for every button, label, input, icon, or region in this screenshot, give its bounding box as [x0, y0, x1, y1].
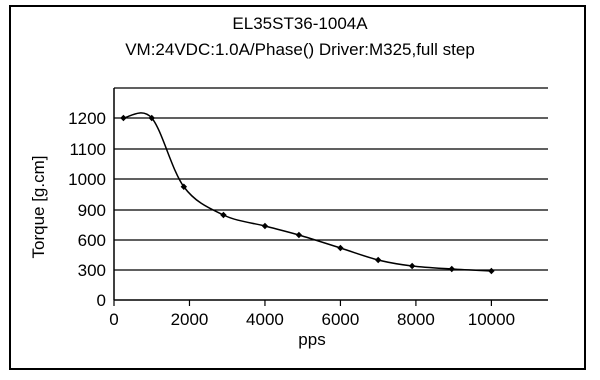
data-point — [180, 183, 188, 190]
x-tick-label: 0 — [109, 310, 118, 329]
chart-frame — [9, 5, 586, 370]
data-point — [148, 114, 155, 122]
axis-layer — [113, 88, 548, 306]
chart-title: EL35ST36-1004A — [232, 14, 368, 33]
y-tick-label: 600 — [78, 231, 106, 250]
data-point — [220, 211, 227, 219]
series-layer — [120, 112, 495, 275]
x-tick-label: 8000 — [397, 310, 435, 329]
y-tick-label: 0 — [97, 291, 106, 310]
tick-labels: 0 300 600 900 1000 1100 1200 0 2000 4000 6000 8000 1… — [68, 109, 515, 329]
chart-subtitle: VM:24VDC:1.0A/Phase() Driver:M325,full s… — [125, 40, 475, 59]
data-point — [261, 222, 269, 230]
data-point — [120, 114, 127, 122]
y-axis-label: Torque [g.cm] — [29, 156, 48, 259]
torque-curve-line — [123, 112, 492, 272]
x-tick-label: 10000 — [468, 310, 515, 329]
y-tick-label: 1100 — [69, 140, 106, 159]
data-point — [448, 265, 455, 273]
data-point — [488, 267, 495, 275]
y-tick-label: 1000 — [68, 170, 106, 189]
data-point — [408, 262, 416, 270]
y-tick-label: 1200 — [68, 109, 106, 128]
x-axis-label: pps — [298, 330, 325, 349]
y-tick-label: 300 — [78, 261, 106, 280]
x-tick-label: 4000 — [246, 310, 284, 329]
data-point — [374, 256, 382, 264]
data-point — [337, 244, 344, 252]
x-tick-label: 6000 — [322, 310, 360, 329]
y-tick-label: 900 — [78, 201, 106, 220]
x-tick-label: 2000 — [171, 310, 209, 329]
data-point — [295, 231, 303, 239]
